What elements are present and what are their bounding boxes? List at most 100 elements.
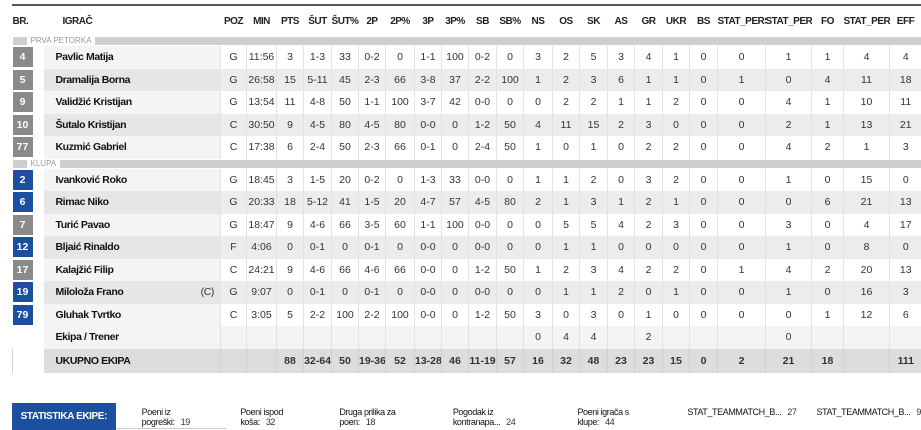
player-row[interactable]: 12 Bljaić Rinaldo F 4:06 0 0-1 0 0-1 0 0-0 0 0-0 0 0 1…	[12, 236, 921, 259]
stat-cell: 2	[662, 91, 690, 114]
column-header[interactable]: 3P%	[445, 15, 465, 27]
stat-cell: 3	[523, 303, 553, 326]
column-header[interactable]: BS	[697, 15, 710, 27]
stat-cell: 0	[811, 168, 844, 191]
column-header[interactable]: SK	[587, 15, 600, 27]
player-name[interactable]: Rimac Niko	[37, 191, 221, 214]
stat-cell: 3:05	[246, 303, 277, 326]
stat-cell: 57	[496, 348, 524, 373]
stat-cell: 0	[276, 281, 304, 304]
column-header[interactable]: SB%	[499, 15, 521, 27]
column-header[interactable]: UKR	[665, 15, 687, 27]
player-row[interactable]: 77 Kuzmić Gabriel C 17:38 6 2-4 50 2-3 66 0-1 0 2-4…	[12, 136, 921, 159]
player-name[interactable]: Kalajžić Filip	[37, 258, 221, 281]
stat-cell: 0	[811, 213, 844, 236]
stat-cell: 0-0	[468, 168, 497, 191]
column-header[interactable]: PTS	[281, 15, 299, 27]
stat-cell: 13-28	[414, 348, 442, 373]
stat-cell: 0	[662, 236, 690, 259]
player-name[interactable]: Pavlic Matija	[37, 46, 221, 69]
stat-cell: 0	[811, 236, 844, 259]
player-row[interactable]: 4 Pavlic Matija G 11:56 3 1-3 33 0-2 0 1-1 100 0-2 0…	[12, 46, 921, 69]
player-name[interactable]: Ivanković Roko	[37, 168, 221, 191]
stat-cell: 0	[689, 281, 718, 304]
player-name[interactable]: Miloloža Frano (C)	[37, 281, 221, 304]
stat-cell: 1	[811, 46, 844, 69]
stat-cell: 46	[441, 348, 469, 373]
stat-cell: 3	[579, 303, 608, 326]
stat-cell: 19-36	[358, 348, 386, 373]
player-name-text[interactable]: Pavlic Matija	[55, 51, 114, 64]
player-row[interactable]: 7 Turić Pavao G 18:47 9 4-6 66 3-5 60 1-1 100 0-0 0 0…	[12, 213, 921, 236]
stat-cell: 50	[496, 113, 524, 136]
column-header[interactable]: ŠUT%	[331, 15, 359, 27]
player-name-text[interactable]: Validžić Kristijan	[55, 96, 133, 109]
column-header[interactable]: EFF	[896, 15, 915, 27]
stat-cell: 4	[765, 258, 812, 281]
team-stat-item: STAT_TEAMMATCH_B... 9	[816, 407, 921, 427]
player-name[interactable]: Kuzmić Gabriel	[37, 136, 221, 159]
player-name-text[interactable]: Turić Pavao	[55, 218, 111, 231]
stat-cell: 0-0	[414, 113, 442, 136]
player-row[interactable]: 6 Rimac Niko G 20:33 18 5-12 41 1-5 20 4-7 57 4-5 80…	[12, 191, 921, 214]
column-header[interactable]: MIN	[253, 15, 270, 27]
player-row[interactable]: 17 Kalajžić Filip C 24:21 9 4-6 66 4-6 66 0-0 0 1-2…	[12, 258, 921, 281]
column-header[interactable]: AS	[614, 15, 628, 27]
stat-cell: 0-0	[414, 258, 442, 281]
player-name[interactable]: Šutalo Kristijan	[37, 113, 221, 136]
player-name[interactable]: Dramalija Borna	[37, 68, 221, 91]
player-row[interactable]: 10 Šutalo Kristijan C 30:50 9 4-5 80 4-5 80 0-0 0 1…	[12, 113, 921, 136]
stat-cell: 1	[634, 68, 663, 91]
player-name-text[interactable]: Dramalija Borna	[55, 73, 131, 86]
stat-cell: 0-0	[414, 236, 442, 259]
stat-cell: 1-1	[358, 91, 386, 114]
player-name-text[interactable]: Kalajžić Filip	[55, 263, 114, 276]
column-header[interactable]: IGRAČ	[62, 15, 93, 27]
player-row[interactable]: 9 Validžić Kristijan G 13:54 11 4-8 50 1-1 100 3-…	[12, 91, 921, 114]
player-row[interactable]: 79 Gluhak Tvrtko C 3:05 5 2-2 100 2-2 100 0-0 0 1-2…	[12, 303, 921, 326]
stat-cell: 2-3	[358, 68, 386, 91]
player-name[interactable]: Bljaić Rinaldo	[37, 236, 221, 259]
stat-cell: 20:33	[246, 191, 277, 214]
column-header[interactable]: NS	[531, 15, 545, 27]
player-name-text[interactable]: Šutalo Kristijan	[55, 118, 127, 131]
team-stat-value: 32	[265, 416, 276, 427]
player-name-text[interactable]: Gluhak Tvrtko	[55, 308, 122, 321]
player-name[interactable]: Gluhak Tvrtko	[37, 303, 221, 326]
column-header[interactable]: GR	[641, 15, 657, 27]
player-row[interactable]: 2 Ivanković Roko G 18:45 3 1-5 20 0-2 0 1-3 33 0-0 0…	[12, 168, 921, 191]
captain-marker: (C)	[200, 286, 215, 299]
stat-cell: 100	[441, 46, 469, 69]
player-row[interactable]: 19 Miloloža Frano (C) G 9:07 0 0-1 0 0-1 0 0-0 0 0-0…	[12, 281, 921, 304]
stat-cell: 100	[441, 213, 469, 236]
column-header[interactable]: FO	[821, 15, 834, 27]
jersey-number-badge: 7	[12, 214, 33, 235]
column-header[interactable]: STAT_PERS...	[843, 15, 890, 27]
column-header[interactable]: STAT_PERS...	[717, 15, 766, 27]
stat-cell: 5	[276, 303, 304, 326]
column-header[interactable]: 2P	[366, 15, 378, 27]
stat-cell: 1	[579, 281, 608, 304]
stat-cell: 0-1	[358, 236, 386, 259]
stat-cell: 1	[662, 68, 690, 91]
column-header[interactable]: SB	[476, 15, 489, 27]
player-name-text[interactable]: Kuzmić Gabriel	[55, 141, 127, 154]
player-name-text[interactable]: Ivanković Roko	[55, 173, 128, 186]
column-header[interactable]: ŠUT	[308, 15, 327, 27]
jersey-number-badge: 12	[12, 237, 33, 258]
player-name-text[interactable]: Rimac Niko	[55, 196, 110, 209]
player-name-text[interactable]: Bljaić Rinaldo	[55, 241, 120, 254]
column-header[interactable]: OS	[559, 15, 573, 27]
stat-cell: 48	[579, 348, 608, 373]
stat-cell: C	[220, 258, 247, 281]
column-header[interactable]: STAT_PERS...	[765, 15, 812, 27]
column-header[interactable]: POZ	[223, 15, 244, 27]
column-header[interactable]: 3P	[422, 15, 434, 27]
column-header[interactable]: BR.	[12, 15, 29, 27]
column-header[interactable]: 2P%	[390, 15, 410, 27]
player-row[interactable]: 5 Dramalija Borna G 26:58 15 5-11 45 2-3 66 3-8 37…	[12, 68, 921, 91]
player-name-text[interactable]: Miloloža Frano	[55, 286, 124, 299]
player-name[interactable]: Turić Pavao	[37, 213, 221, 236]
player-name[interactable]: Validžić Kristijan	[37, 91, 221, 114]
box-score-table-container: BR. IGRAČ POZ MIN PTS ŠUT ŠUT% 2P 2P% 3P 3P% SB SB% N…	[12, 4, 921, 373]
